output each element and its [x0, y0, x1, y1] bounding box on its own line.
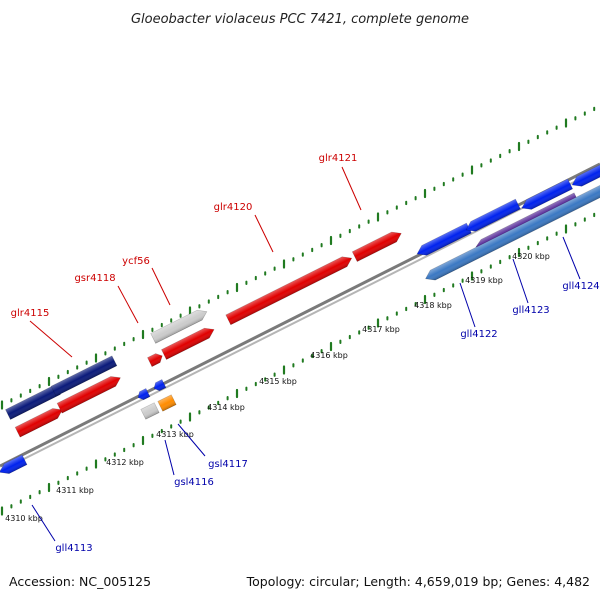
- scale-label: 4315 kbp: [259, 377, 297, 386]
- genome-title: Gloeobacter violaceus PCC 7421, complete…: [131, 12, 469, 27]
- gene-arrow: [465, 198, 521, 232]
- gene-label: gll4122: [460, 329, 497, 340]
- gene-label-leader: [164, 439, 175, 476]
- scale-label: 4311 kbp: [56, 486, 94, 495]
- scale-label: 4314 kbp: [207, 403, 245, 412]
- scale-label: 4319 kbp: [465, 276, 503, 285]
- scale-label: 4313 kbp: [156, 430, 194, 439]
- backbone-line: [0, 168, 600, 472]
- gene-label: glr4120: [214, 202, 253, 213]
- gene-arrow: [50, 355, 118, 397]
- gene-label: ycf56: [122, 256, 150, 267]
- gene-arrow: [153, 379, 167, 392]
- gene-label: gll4124: [562, 281, 599, 292]
- gene-arrow: [571, 161, 600, 187]
- scale-label: 4310 kbp: [5, 514, 43, 523]
- gene-label: gsl4117: [208, 459, 248, 470]
- scale-label: 4320 kbp: [512, 252, 550, 261]
- gene-label-leader: [29, 320, 73, 358]
- gene-label-leader: [512, 258, 529, 304]
- gene-label-leader: [31, 504, 56, 542]
- gene-arrow-hypothetical: [150, 309, 208, 344]
- scale-ticks: [0, 106, 596, 516]
- gene-arrow: [161, 327, 215, 360]
- gene-arrow: [5, 384, 61, 420]
- gene-labels: glr4115 gsr4118 ycf56 glr4120 glr4121 gll4113…: [11, 153, 600, 554]
- scale-label: 4318 kbp: [414, 301, 452, 310]
- gene-arrow: [521, 178, 574, 210]
- gene-label: glr4115: [11, 308, 50, 319]
- gene-arrow: [0, 454, 28, 474]
- gene-arrow: [425, 183, 600, 281]
- gene-label: glr4121: [319, 153, 358, 164]
- accession-text: Accession: NC_005125: [9, 574, 151, 589]
- gene-arrow: [56, 376, 121, 414]
- gene-label-leader: [151, 267, 171, 306]
- gene-features: [0, 161, 600, 474]
- gene-arrow: [225, 256, 353, 326]
- scale-labels: 4310 kbp 4311 kbp 4312 kbp 4313 kbp 4314 kbp…: [5, 252, 550, 523]
- gene-arrow: [137, 388, 151, 401]
- gene-arrow: [416, 222, 472, 256]
- gene-arrow-hypothetical: [140, 402, 160, 420]
- gene-label-leader: [254, 214, 274, 253]
- gene-label-leader: [459, 282, 476, 328]
- gene-label-leader: [562, 236, 581, 280]
- gene-arrow: [14, 408, 63, 438]
- gene-label: gll4113: [55, 543, 92, 554]
- gene-arrow-hypothetical: [157, 394, 177, 412]
- gene-label-leader: [117, 285, 139, 324]
- gene-arrow: [147, 353, 163, 368]
- genome-summary-text: Topology: circular; Length: 4,659,019 bp…: [246, 574, 590, 589]
- gene-label: gsr4118: [74, 273, 115, 284]
- scale-label: 4316 kbp: [310, 351, 348, 360]
- scale-label: 4312 kbp: [106, 458, 144, 467]
- gene-label-leader: [177, 423, 206, 457]
- gene-arrow: [351, 231, 402, 262]
- gene-label: gll4123: [512, 305, 549, 316]
- scale-label: 4317 kbp: [362, 325, 400, 334]
- gene-label: gsl4116: [174, 477, 214, 488]
- gene-label-leader: [341, 166, 362, 211]
